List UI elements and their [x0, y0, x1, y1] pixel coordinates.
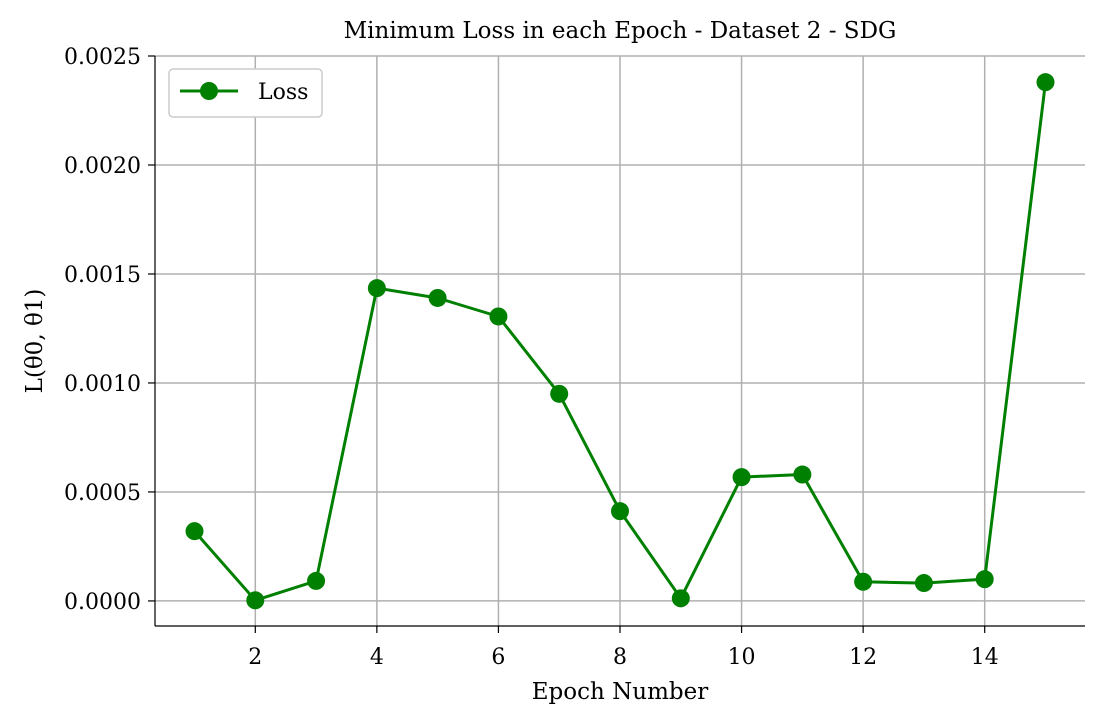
- data-point: [307, 571, 326, 590]
- y-tick-label: 0.0025: [64, 45, 141, 70]
- grid-lines: [155, 55, 1085, 626]
- y-tick-label: 0.0010: [64, 372, 141, 397]
- x-axis-ticks: 2 4 6 8 10 12 14: [248, 626, 999, 670]
- data-point: [671, 589, 690, 608]
- y-tick-label: 0.0000: [64, 590, 141, 615]
- legend-box: [168, 68, 323, 118]
- data-point: [914, 574, 933, 593]
- x-axis-label: Epoch Number: [532, 679, 708, 705]
- y-axis-ticks: 0.0000 0.0005 0.0010 0.0015 0.0020 0.0025: [64, 45, 155, 615]
- y-tick-label: 0.0020: [64, 154, 141, 179]
- legend: Loss: [168, 68, 323, 118]
- data-point: [975, 570, 994, 589]
- x-tick-label: 14: [971, 645, 999, 670]
- x-tick-label: 8: [613, 645, 627, 670]
- x-tick-label: 10: [728, 645, 756, 670]
- data-point: [854, 572, 873, 591]
- y-axis-label: L(θ0, θ1): [22, 289, 48, 394]
- legend-marker-swatch: [200, 82, 218, 100]
- x-tick-label: 6: [491, 645, 505, 670]
- x-tick-label: 2: [248, 645, 262, 670]
- data-point: [367, 279, 386, 298]
- data-point: [550, 384, 569, 403]
- y-tick-label: 0.0015: [64, 263, 141, 288]
- x-tick-label: 4: [370, 645, 384, 670]
- data-point: [732, 468, 751, 487]
- data-point: [428, 288, 447, 307]
- data-point: [793, 465, 812, 484]
- chart-title: Minimum Loss in each Epoch - Dataset 2 -…: [344, 18, 897, 44]
- data-point: [611, 502, 629, 521]
- data-point: [246, 591, 265, 610]
- series-loss: [185, 73, 1055, 610]
- data-point: [185, 522, 204, 541]
- y-tick-label: 0.0005: [64, 481, 141, 506]
- data-point: [1036, 73, 1055, 92]
- x-tick-label: 12: [849, 645, 877, 670]
- data-point: [489, 307, 508, 326]
- legend-label-loss: Loss: [258, 80, 308, 105]
